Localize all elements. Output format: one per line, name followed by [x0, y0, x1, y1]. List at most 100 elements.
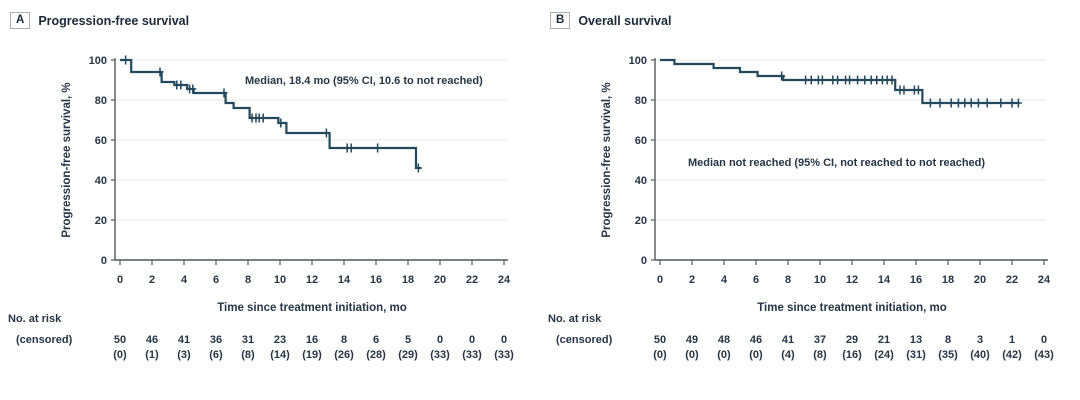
censored-value: (0)	[113, 349, 127, 361]
at-risk-value: 6	[373, 334, 379, 346]
censor-mark	[834, 75, 842, 85]
x-tick-label: 10	[274, 274, 286, 286]
censored-label: (censored)	[16, 334, 73, 346]
at-risk-label: No. at risk	[8, 313, 62, 325]
y-tick-label: 100	[629, 55, 647, 67]
x-tick-label: 12	[846, 274, 858, 286]
censor-mark	[259, 113, 267, 123]
at-risk-value: 37	[814, 334, 826, 346]
censor-mark	[122, 55, 130, 65]
censored-value: (29)	[398, 349, 418, 361]
y-tick-label: 60	[635, 135, 647, 147]
censor-mark	[177, 80, 185, 90]
at-risk-value: 29	[846, 334, 858, 346]
at-risk-value: 0	[437, 334, 443, 346]
km-curve	[120, 58, 421, 170]
y-axis-title: Progression-free survival, %	[61, 82, 73, 237]
censor-mark	[900, 85, 908, 95]
censored-label: (censored)	[556, 334, 613, 346]
y-tick-label: 80	[95, 95, 107, 107]
y-tick-label: 0	[641, 255, 647, 267]
at-risk-value: 0	[469, 334, 475, 346]
x-axis-title: Time since treatment initiation, mo	[757, 302, 947, 314]
censored-value: (35)	[938, 349, 958, 361]
censor-mark	[983, 98, 991, 108]
at-risk-value: 8	[341, 334, 347, 346]
x-tick-label: 2	[689, 274, 695, 286]
censor-mark	[322, 128, 330, 138]
x-tick-label: 0	[117, 274, 123, 286]
x-tick-label: 4	[181, 274, 188, 286]
censor-mark	[846, 75, 854, 85]
censored-value: (19)	[302, 349, 322, 361]
censored-value: (4)	[781, 349, 795, 361]
censor-mark	[818, 75, 826, 85]
at-risk-value: 23	[274, 334, 286, 346]
censored-value: (33)	[430, 349, 450, 361]
at-risk-value: 36	[210, 334, 222, 346]
at-risk-value: 50	[654, 334, 666, 346]
censor-mark	[914, 85, 922, 95]
censor-mark	[1014, 98, 1022, 108]
censored-value: (1)	[145, 349, 159, 361]
censor-mark	[997, 98, 1005, 108]
x-tick-label: 16	[910, 274, 922, 286]
x-tick-label: 22	[1006, 274, 1018, 286]
censored-value: (28)	[366, 349, 386, 361]
median-annotation: Median not reached (95% CI, not reached …	[688, 157, 985, 169]
censor-mark	[778, 71, 786, 81]
y-axis-title: Progression-free survival, %	[601, 82, 613, 237]
at-risk-value: 46	[750, 334, 762, 346]
censor-mark	[936, 98, 944, 108]
at-risk-value: 0	[501, 334, 507, 346]
y-tick-label: 80	[635, 95, 647, 107]
panel-b-letter-box: B	[550, 12, 571, 29]
x-tick-label: 24	[498, 274, 511, 286]
at-risk-value: 41	[782, 334, 794, 346]
at-risk-value: 3	[977, 334, 983, 346]
panel-a-header: A Progression-free survival	[10, 12, 189, 29]
at-risk-value: 0	[1041, 334, 1047, 346]
y-tick-label: 20	[95, 215, 107, 227]
censored-value: (33)	[494, 349, 514, 361]
censor-mark	[947, 98, 955, 108]
at-risk-value: 1	[1009, 334, 1015, 346]
x-tick-label: 2	[149, 274, 155, 286]
censor-mark	[156, 67, 164, 77]
x-tick-label: 6	[213, 274, 219, 286]
x-tick-label: 8	[785, 274, 791, 286]
x-tick-label: 4	[721, 274, 728, 286]
censored-value: (0)	[717, 349, 731, 361]
x-tick-label: 12	[306, 274, 318, 286]
at-risk-value: 49	[686, 334, 698, 346]
censor-mark	[967, 98, 975, 108]
x-tick-label: 22	[466, 274, 478, 286]
y-tick-label: 40	[635, 175, 647, 187]
panel-b-header: B Overall survival	[550, 12, 671, 29]
censor-mark	[277, 118, 285, 128]
censor-mark	[374, 143, 382, 153]
censor-mark	[347, 143, 355, 153]
panel-progression-free-survival: A Progression-free survival 0 20 40 60 80 100…	[8, 12, 514, 361]
censored-value: (26)	[334, 349, 354, 361]
censored-value: (16)	[842, 349, 862, 361]
x-tick-label: 10	[814, 274, 826, 286]
at-risk-label: No. at risk	[548, 313, 602, 325]
at-risk-value: 31	[242, 334, 254, 346]
x-axis-title: Time since treatment initiation, mo	[217, 302, 407, 314]
censor-mark	[926, 98, 934, 108]
censored-value: (8)	[241, 349, 255, 361]
at-risk-value: 50	[114, 334, 126, 346]
censored-value: (8)	[813, 349, 827, 361]
censor-mark	[220, 88, 228, 98]
x-tick-label: 18	[942, 274, 954, 286]
censor-mark	[961, 98, 969, 108]
censor-mark	[1008, 98, 1016, 108]
panel-overall-survival: B Overall survival 0 20 40 60 80 100 0 2 4 6 8 10 12…	[540, 0, 1080, 400]
censored-value: (43)	[1034, 349, 1054, 361]
y-tick-label: 40	[95, 175, 107, 187]
censored-value: (33)	[462, 349, 482, 361]
x-tick-label: 20	[434, 274, 446, 286]
